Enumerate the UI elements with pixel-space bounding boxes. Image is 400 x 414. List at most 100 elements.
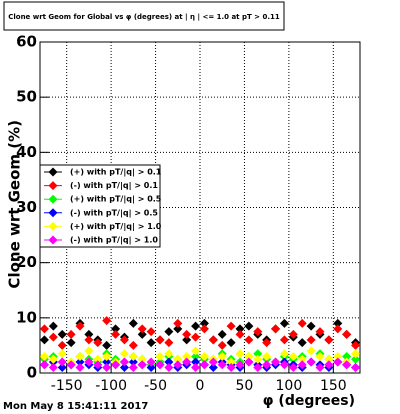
point <box>137 360 147 370</box>
point <box>128 357 138 367</box>
point <box>226 338 236 348</box>
point <box>164 327 174 337</box>
point <box>102 357 112 367</box>
point <box>271 324 281 334</box>
point <box>119 349 129 359</box>
point <box>217 340 227 350</box>
point <box>253 327 263 337</box>
x-tick-label: 100 <box>276 378 303 394</box>
legend-marker <box>48 208 58 218</box>
point <box>351 362 361 372</box>
x-tick-label: -50 <box>144 378 167 394</box>
point <box>39 360 49 370</box>
point <box>102 316 112 326</box>
point <box>57 362 67 372</box>
point <box>102 362 112 372</box>
point <box>253 349 263 359</box>
point <box>93 338 103 348</box>
point <box>137 324 147 334</box>
legend-marker <box>48 181 58 191</box>
point <box>253 354 263 364</box>
point <box>351 349 361 359</box>
point <box>333 357 343 367</box>
point <box>342 360 352 370</box>
point <box>342 351 352 361</box>
point <box>208 335 218 345</box>
point <box>93 354 103 364</box>
point <box>57 340 67 350</box>
point <box>208 357 218 367</box>
point <box>39 335 49 345</box>
point <box>279 318 289 328</box>
point <box>244 335 254 345</box>
x-axis-label: φ (degrees) <box>263 393 355 409</box>
point <box>128 351 138 361</box>
point <box>191 351 201 361</box>
point <box>66 338 76 348</box>
x-tick-label: -100 <box>95 378 127 394</box>
point <box>297 318 307 328</box>
x-tick-label: -150 <box>51 378 83 394</box>
point <box>235 329 245 339</box>
point <box>333 318 343 328</box>
point <box>66 329 76 339</box>
point <box>191 362 201 372</box>
point <box>146 357 156 367</box>
point <box>111 324 121 334</box>
point <box>217 351 227 361</box>
point <box>199 351 209 361</box>
point <box>235 349 245 359</box>
y-tick-label: 50 <box>16 88 37 106</box>
legend-box <box>39 164 161 248</box>
point <box>155 351 165 361</box>
point <box>324 360 334 370</box>
point <box>164 349 174 359</box>
title-box <box>3 1 285 31</box>
point <box>279 349 289 359</box>
y-tick-label: 30 <box>16 198 37 216</box>
point <box>199 318 209 328</box>
point <box>288 329 298 339</box>
point <box>102 351 112 361</box>
point <box>119 357 129 367</box>
y-tick-label: 40 <box>16 143 37 161</box>
y-tick-label: 60 <box>16 33 37 51</box>
point <box>315 327 325 337</box>
point <box>128 318 138 328</box>
point <box>173 354 183 364</box>
point <box>66 360 76 370</box>
point <box>342 329 352 339</box>
y-tick-label: 0 <box>27 364 37 382</box>
point <box>226 357 236 367</box>
point <box>315 351 325 361</box>
point <box>93 360 103 370</box>
point <box>164 362 174 372</box>
point <box>137 354 147 364</box>
legend-marker <box>48 194 58 204</box>
point <box>191 332 201 342</box>
y-axis-label: Clone wrt Geom (%) <box>6 120 24 289</box>
point <box>57 357 67 367</box>
legend-label: (+) with pT/|q| > 0.1 <box>70 168 162 177</box>
point <box>111 360 121 370</box>
y-tick-label: 20 <box>16 253 37 271</box>
point <box>182 329 192 339</box>
point <box>226 321 236 331</box>
point <box>288 351 298 361</box>
legend-marker <box>48 235 58 245</box>
point <box>164 338 174 348</box>
point <box>84 335 94 345</box>
point <box>173 318 183 328</box>
point <box>155 360 165 370</box>
point <box>146 362 156 372</box>
point <box>244 321 254 331</box>
point <box>102 340 112 350</box>
point <box>48 321 58 331</box>
point <box>191 346 201 356</box>
point <box>324 354 334 364</box>
point <box>128 362 138 372</box>
point <box>235 324 245 334</box>
point <box>324 335 334 345</box>
point <box>306 357 316 367</box>
